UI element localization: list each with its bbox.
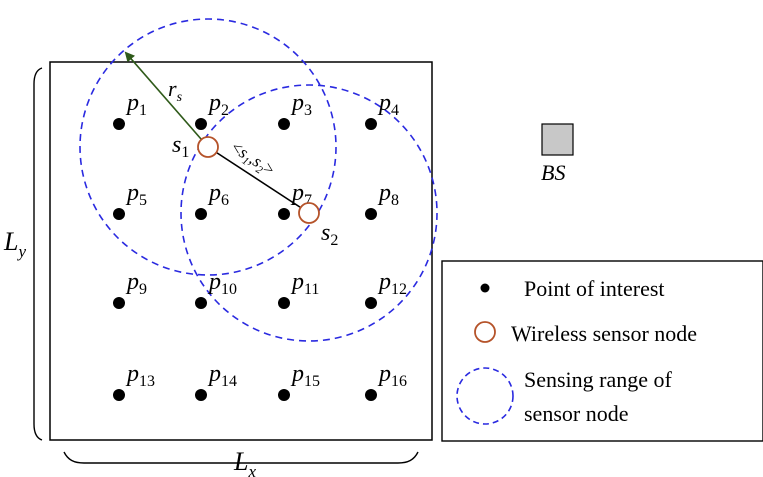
point-of-interest-dot <box>113 389 125 401</box>
point-of-interest-label: p11 <box>290 269 319 298</box>
x-axis-label: Lx <box>233 447 256 477</box>
point-of-interest-label: p9 <box>125 269 147 298</box>
legend-range-label-line2: sensor node <box>524 401 628 426</box>
sensor-label-s2: s2 <box>321 220 338 249</box>
point-of-interest-label: p7 <box>290 180 312 209</box>
base-station-icon <box>541 123 574 156</box>
monitored-area <box>49 61 433 441</box>
point-of-interest-label: p5 <box>125 180 147 209</box>
point-of-interest-dot <box>113 297 125 309</box>
point-of-interest-label: p1 <box>125 90 147 119</box>
point-of-interest-dot <box>365 208 377 220</box>
legend-sensor-label: Wireless sensor node <box>511 321 697 346</box>
legend-range-label-line1: Sensing range of <box>524 367 673 392</box>
point-of-interest-dot <box>365 389 377 401</box>
y-axis-label: Ly <box>3 227 26 261</box>
sensor-node-s1 <box>197 136 219 158</box>
sensing-radius-arrow <box>124 51 209 148</box>
point-of-interest-dot <box>195 208 207 220</box>
point-of-interest-dot <box>278 118 290 130</box>
point-of-interest-label: p12 <box>377 269 407 298</box>
point-of-interest-dot <box>278 389 290 401</box>
point-of-interest-label: p3 <box>290 90 312 119</box>
point-of-interest-dot <box>195 118 207 130</box>
point-of-interest-label: p4 <box>377 90 399 119</box>
point-of-interest-label: p8 <box>377 180 399 209</box>
legend-point-label: Point of interest <box>524 276 665 301</box>
points-of-interest: p1 p2 p3 p4 p5 p6 p7 p8 p9 p10 p11 p12 p13 p14 p15 p16 <box>113 90 407 401</box>
y-axis-brace <box>33 67 43 441</box>
point-of-interest-dot <box>278 208 290 220</box>
legend-sensor-icon <box>474 321 496 343</box>
point-of-interest-dot <box>365 118 377 130</box>
point-of-interest-label: p14 <box>207 361 237 390</box>
legend: Point of interest Wireless sensor node S… <box>441 260 763 442</box>
point-of-interest-label: p6 <box>207 180 229 209</box>
point-of-interest-dot <box>278 297 290 309</box>
legend-range-icon <box>456 367 514 425</box>
point-of-interest-label: p16 <box>377 361 407 390</box>
x-axis-brace <box>63 451 419 464</box>
point-of-interest-label: p15 <box>290 361 320 390</box>
sensor-node-s2 <box>298 202 320 224</box>
base-station-label: BS <box>541 160 565 185</box>
sensing-range-s1 <box>79 18 337 276</box>
point-of-interest-dot <box>195 389 207 401</box>
radius-label: rs <box>168 76 183 105</box>
point-of-interest-label: p2 <box>207 90 229 119</box>
point-of-interest-dot <box>113 208 125 220</box>
legend-point-icon <box>480 283 490 293</box>
point-of-interest-dot <box>195 297 207 309</box>
point-of-interest-dot <box>365 297 377 309</box>
sensing-range-s2 <box>180 84 438 342</box>
sensor-label-s1: s1 <box>172 132 189 161</box>
point-of-interest-label: p13 <box>125 361 155 390</box>
point-of-interest-label: p10 <box>207 269 237 298</box>
sensor-link-line <box>207 146 310 214</box>
legend-box <box>441 260 763 442</box>
point-of-interest-dot <box>113 118 125 130</box>
